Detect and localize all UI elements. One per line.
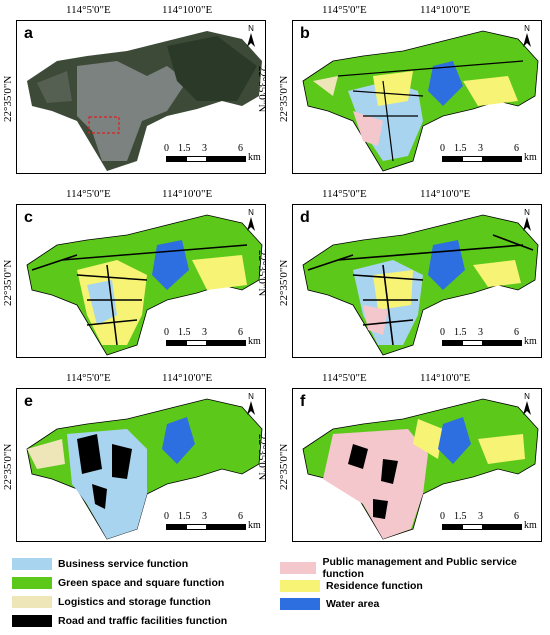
lat-tick: 22°35'0"N: [2, 75, 14, 122]
legend-item-public: Public management and Public service fun…: [280, 556, 540, 580]
panel-label: a: [24, 25, 33, 42]
lon-tick-1: 114°5'0"E: [66, 4, 111, 16]
legend-swatch: [12, 558, 52, 570]
map-panel-e: 114°5'0"E 114°10'0"E 22°35'0"N e N 0 1.5 3…: [2, 372, 268, 542]
scale-bar: 0 1.5 3 6 km: [164, 143, 261, 163]
function-map-e: [26, 398, 263, 540]
function-map-d: [302, 214, 539, 356]
legend-item-logistics: Logistics and storage function: [12, 594, 211, 610]
legend-item-green: Green space and square function: [12, 575, 224, 591]
study-area-box: [88, 116, 120, 134]
north-arrow: N: [244, 24, 258, 48]
map-frame: a N 0 1.5 3 6 km: [16, 20, 266, 174]
lat-tick-right: 22°35'0"N: [256, 66, 268, 112]
legend-item-business: Business service function: [12, 556, 188, 572]
map-panel-a: 114°5'0"E 114°10'0"E 22°35'0"N a N 0 1.5 3…: [2, 4, 268, 174]
lon-tick-2: 114°10'0"E: [162, 4, 213, 16]
function-map-b: [302, 30, 539, 172]
function-map-c: [26, 214, 263, 356]
legend-item-residence: Residence function: [280, 578, 423, 594]
function-map-f: [302, 398, 539, 540]
map-panel-f: 114°5'0"E 114°10'0"E 22°35'0"N f N 0 1.5 3…: [278, 372, 542, 542]
legend-item-water: Water area: [280, 596, 379, 612]
map-panel-b: 114°5'0"E 114°10'0"E 22°35'0"N b N 0 1.5 3…: [278, 4, 542, 174]
satellite-image: [27, 31, 262, 171]
legend-item-road: Road and traffic facilities function: [12, 613, 227, 629]
legend: Business service function Public managem…: [12, 556, 540, 632]
map-panel-c: 114°5'0"E 114°10'0"E 22°35'0"N c N 0 1.5 3…: [2, 188, 268, 358]
map-panel-d: 114°5'0"E 114°10'0"E 22°35'0"N d N 0 1.5 3…: [278, 188, 542, 358]
